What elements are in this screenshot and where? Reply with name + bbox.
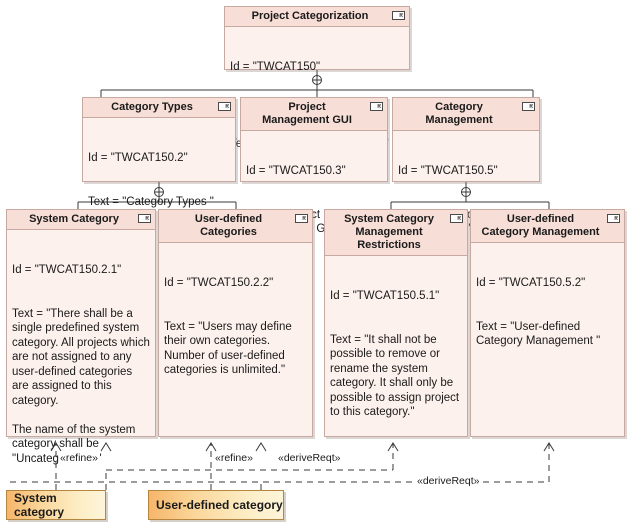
requirement-project-management-gui[interactable]: Project Management GUI R Id = "TWCAT150.… — [240, 97, 388, 235]
usecase-system-category[interactable]: System category — [6, 490, 106, 520]
requirement-category-management[interactable]: Category Management R Id = "TWCAT150.5" … — [392, 97, 540, 235]
usecase-user-defined-category[interactable]: User-defined category — [148, 490, 284, 520]
relation-label-derivereqt-1: «deriveReqt» — [277, 452, 342, 464]
requirement-id-line: Id = "TWCAT150.5.1" — [330, 290, 440, 302]
requirement-title: Project Categorization — [251, 10, 369, 22]
requirement-title: Category Management — [425, 101, 493, 126]
requirement-icon: R — [218, 102, 231, 111]
requirement-icon: R — [607, 214, 620, 223]
requirement-id-line: Id = "TWCAT150.5.2" — [476, 277, 586, 289]
requirement-body: Id = "TWCAT150.2.1" Text = "There shall … — [7, 230, 155, 499]
requirement-category-types[interactable]: Category Types R Id = "TWCAT150.2" Text … — [82, 97, 236, 208]
relation-label-refine-1: «refine» — [59, 452, 99, 464]
requirement-text-line: Text = "Users may define their own categ… — [164, 320, 295, 377]
requirement-header: Project Management GUI R — [241, 98, 387, 131]
requirement-user-defined-categories[interactable]: User-defined Categories R Id = "TWCAT150… — [158, 209, 313, 437]
requirement-id-line: Id = "TWCAT150.3" — [246, 165, 346, 177]
requirement-id-line: Id = "TWCAT150.2.1" — [12, 264, 122, 276]
requirement-title: Project Management GUI — [262, 101, 352, 126]
requirement-system-category[interactable]: System Category R Id = "TWCAT150.2.1" Te… — [6, 209, 156, 465]
usecase-label: System category — [14, 491, 65, 519]
requirement-id-line: Id = "TWCAT150.5" — [398, 165, 498, 177]
requirement-header: Project Categorization R — [225, 7, 409, 27]
requirement-icon: R — [370, 102, 383, 111]
requirement-header: User-defined Categories R — [159, 210, 312, 243]
requirement-header: User-defined Category Management R — [471, 210, 624, 243]
requirement-header: Category Types R — [83, 98, 235, 118]
requirement-body: Id = "TWCAT150.5.1" Text = "It shall not… — [325, 256, 467, 453]
requirement-icon: R — [450, 214, 463, 223]
requirement-body: Id = "TWCAT150.2.2" Text = "Users may de… — [159, 243, 312, 411]
relation-label-derivereqt-2: «deriveReqt» — [416, 475, 481, 487]
requirement-system-category-management-restrictions[interactable]: System Category Management Restrictions … — [324, 209, 468, 437]
requirement-id-line: Id = "TWCAT150.2" — [88, 152, 188, 164]
requirement-text-line: Text = "User-defined Category Management… — [476, 320, 601, 348]
requirement-text-line: Text = "Category Types " — [88, 195, 214, 208]
requirement-id-line: Id = "TWCAT150.2.2" — [164, 277, 274, 289]
requirement-body: Id = "TWCAT150.5.2" Text = "User-defined… — [471, 243, 624, 382]
relation-label-refine-2: «refine» — [214, 452, 254, 464]
requirement-title: Category Types — [111, 101, 193, 113]
requirement-project-categorization[interactable]: Project Categorization R Id = "TWCAT150"… — [224, 6, 410, 150]
requirement-text-line: Text = "There shall be a single predefin… — [12, 307, 150, 465]
requirement-title: System Category — [29, 213, 119, 225]
requirement-icon: R — [522, 102, 535, 111]
requirement-user-defined-category-management[interactable]: User-defined Category Management R Id = … — [470, 209, 625, 437]
requirement-header: System Category R — [7, 210, 155, 230]
requirement-title: System Category Management Restrictions — [344, 213, 434, 251]
requirement-icon: R — [392, 11, 405, 20]
requirement-title: User-defined Categories — [194, 213, 263, 238]
requirement-header: Category Management R — [393, 98, 539, 131]
requirement-text-line: Text = "It shall not be possible to remo… — [330, 333, 463, 419]
requirement-id-line: Id = "TWCAT150" — [230, 61, 321, 73]
requirement-title: User-defined Category Management — [481, 213, 600, 238]
requirement-icon: R — [138, 214, 151, 223]
requirement-header: System Category Management Restrictions … — [325, 210, 467, 256]
usecase-label: User-defined category — [156, 498, 283, 512]
requirement-icon: R — [295, 214, 308, 223]
